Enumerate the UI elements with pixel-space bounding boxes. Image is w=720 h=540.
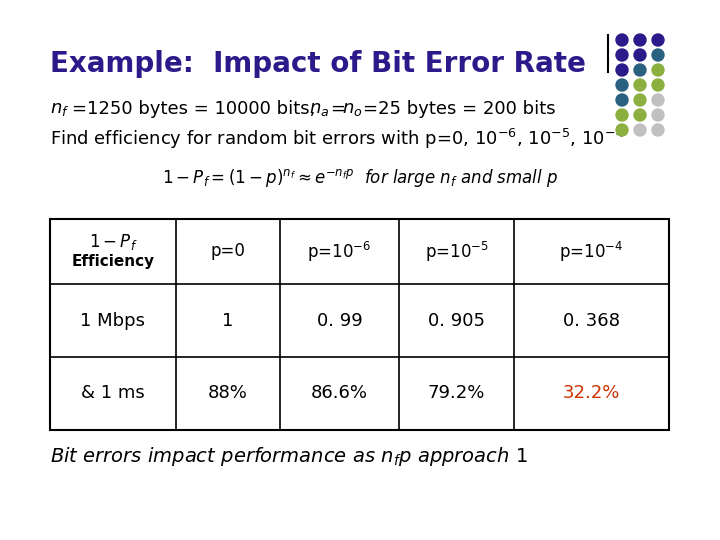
Text: p=0: p=0: [210, 242, 246, 260]
Text: Example:  Impact of Bit Error Rate: Example: Impact of Bit Error Rate: [50, 50, 586, 78]
Circle shape: [616, 124, 628, 136]
Text: $\mathit{Bit\ errors\ impact\ performance\ as\ }n_f\mathit{p\ approach\ 1}$: $\mathit{Bit\ errors\ impact\ performanc…: [50, 445, 528, 468]
Circle shape: [652, 94, 664, 106]
Text: Find efficiency for random bit errors with p=0, 10$^{-6}$, 10$^{-5}$, 10$^{-4}$: Find efficiency for random bit errors wi…: [50, 127, 624, 151]
Text: =: =: [330, 100, 345, 118]
Circle shape: [652, 124, 664, 136]
Circle shape: [634, 94, 646, 106]
Circle shape: [652, 34, 664, 46]
Text: =1250 bytes = 10000 bits,: =1250 bytes = 10000 bits,: [72, 100, 321, 118]
Text: 0. 368: 0. 368: [563, 312, 620, 329]
Text: 0. 99: 0. 99: [317, 312, 362, 329]
Circle shape: [634, 34, 646, 46]
Circle shape: [616, 64, 628, 76]
Text: Efficiency: Efficiency: [71, 254, 155, 269]
Circle shape: [616, 79, 628, 91]
Text: $n_o$: $n_o$: [342, 100, 363, 118]
Text: 86.6%: 86.6%: [311, 384, 368, 402]
Text: p=10$^{-5}$: p=10$^{-5}$: [425, 239, 488, 264]
Text: 0. 905: 0. 905: [428, 312, 485, 329]
Text: =25 bytes = 200 bits: =25 bytes = 200 bits: [363, 100, 556, 118]
Text: 1: 1: [222, 312, 234, 329]
Circle shape: [652, 79, 664, 91]
Text: p=10$^{-6}$: p=10$^{-6}$: [307, 239, 372, 264]
Text: 79.2%: 79.2%: [428, 384, 485, 402]
Circle shape: [634, 64, 646, 76]
Circle shape: [616, 94, 628, 106]
Circle shape: [616, 34, 628, 46]
Circle shape: [634, 49, 646, 61]
Bar: [50, 219, 669, 430]
Text: p=10$^{-4}$: p=10$^{-4}$: [559, 239, 624, 264]
Circle shape: [634, 124, 646, 136]
Circle shape: [616, 49, 628, 61]
Text: $1 - P_f$: $1 - P_f$: [89, 232, 138, 252]
Text: 32.2%: 32.2%: [563, 384, 620, 402]
Text: 88%: 88%: [208, 384, 248, 402]
Text: $n_a$: $n_a$: [309, 100, 329, 118]
Text: 1 Mbps: 1 Mbps: [81, 312, 145, 329]
Circle shape: [652, 109, 664, 121]
Text: & 1 ms: & 1 ms: [81, 384, 145, 402]
Circle shape: [616, 109, 628, 121]
Text: $n_f$: $n_f$: [50, 100, 69, 118]
Circle shape: [652, 64, 664, 76]
Circle shape: [634, 79, 646, 91]
Circle shape: [634, 109, 646, 121]
Text: $1 - P_f = (1-p)^{n_f} \approx e^{-n_f p}$  for large $n_f$ and small $p$: $1 - P_f = (1-p)^{n_f} \approx e^{-n_f p…: [162, 167, 558, 189]
Circle shape: [652, 49, 664, 61]
